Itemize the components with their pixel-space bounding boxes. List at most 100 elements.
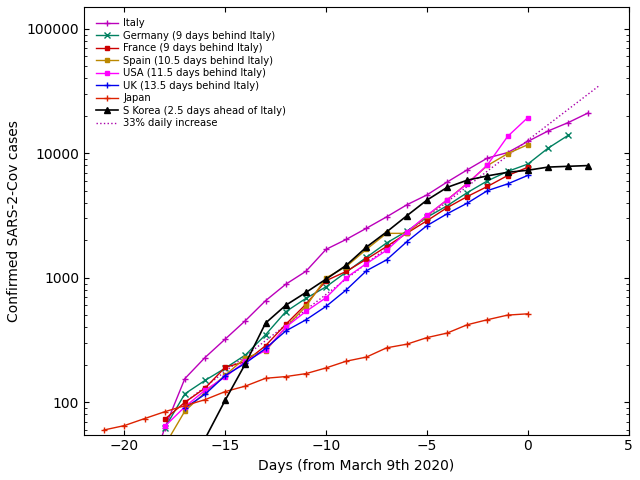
Italy <box>544 128 552 134</box>
Germany (9 days behind Italy) <box>241 352 249 358</box>
Japan <box>120 423 128 429</box>
France (9 days behind Italy) <box>161 417 168 422</box>
UK (13.5 days behind Italy) <box>342 287 350 293</box>
France (9 days behind Italy) <box>181 399 189 405</box>
USA (11.5 days behind Italy) <box>383 248 390 253</box>
Germany (9 days behind Italy) <box>444 203 451 209</box>
Line: 33% daily increase: 33% daily increase <box>185 86 598 402</box>
Italy <box>564 120 572 125</box>
France (9 days behind Italy) <box>241 359 249 365</box>
Spain (10.5 days behind Italy) <box>262 348 269 354</box>
Spain (10.5 days behind Italy) <box>221 372 229 378</box>
Line: UK (13.5 days behind Italy): UK (13.5 days behind Italy) <box>181 172 531 411</box>
Germany (9 days behind Italy) <box>201 377 209 383</box>
USA (11.5 days behind Italy) <box>423 213 431 218</box>
Germany (9 days behind Italy) <box>322 284 330 290</box>
Italy <box>262 298 269 303</box>
UK (13.5 days behind Italy) <box>201 391 209 397</box>
UK (13.5 days behind Italy) <box>504 181 511 187</box>
UK (13.5 days behind Italy) <box>363 268 371 274</box>
USA (11.5 days behind Italy) <box>201 387 209 393</box>
Line: Japan: Japan <box>101 311 531 432</box>
S Korea (2.5 days ahead of Italy) <box>363 244 371 250</box>
Line: Germany (9 days behind Italy): Germany (9 days behind Italy) <box>161 132 572 432</box>
France (9 days behind Italy) <box>282 322 289 327</box>
Italy <box>484 155 492 161</box>
33% daily increase <box>426 212 433 218</box>
Germany (9 days behind Italy) <box>221 365 229 371</box>
S Korea (2.5 days ahead of Italy) <box>423 197 431 203</box>
Italy <box>584 110 592 116</box>
Spain (10.5 days behind Italy) <box>524 142 532 147</box>
France (9 days behind Italy) <box>403 230 411 236</box>
Germany (9 days behind Italy) <box>463 190 471 195</box>
UK (13.5 days behind Italy) <box>262 346 269 351</box>
Spain (10.5 days behind Italy) <box>201 390 209 396</box>
Italy <box>403 202 411 208</box>
Italy <box>181 376 189 382</box>
Italy <box>221 336 229 342</box>
USA (11.5 days behind Italy) <box>463 181 471 187</box>
S Korea (2.5 days ahead of Italy) <box>444 184 451 190</box>
USA (11.5 days behind Italy) <box>282 324 289 330</box>
USA (11.5 days behind Italy) <box>363 261 371 266</box>
France (9 days behind Italy) <box>342 268 350 274</box>
Japan <box>322 365 330 371</box>
Italy <box>241 318 249 324</box>
Spain (10.5 days behind Italy) <box>282 324 289 330</box>
Spain (10.5 days behind Italy) <box>363 246 371 252</box>
Germany (9 days behind Italy) <box>504 168 511 174</box>
France (9 days behind Italy) <box>201 385 209 391</box>
Italy <box>161 425 168 431</box>
S Korea (2.5 days ahead of Italy) <box>544 164 552 170</box>
Italy <box>302 268 310 274</box>
Japan <box>282 374 289 380</box>
Germany (9 days behind Italy) <box>484 178 492 184</box>
Italy <box>322 246 330 252</box>
Spain (10.5 days behind Italy) <box>444 197 451 203</box>
S Korea (2.5 days ahead of Italy) <box>584 163 592 168</box>
Japan <box>221 389 229 395</box>
France (9 days behind Italy) <box>423 218 431 224</box>
Italy <box>282 281 289 287</box>
Japan <box>504 312 511 318</box>
Line: USA (11.5 days behind Italy): USA (11.5 days behind Italy) <box>163 116 530 429</box>
S Korea (2.5 days ahead of Italy) <box>201 436 209 442</box>
Italy <box>383 214 390 220</box>
S Korea (2.5 days ahead of Italy) <box>262 320 269 326</box>
Japan <box>241 383 249 389</box>
USA (11.5 days behind Italy) <box>161 423 168 429</box>
S Korea (2.5 days ahead of Italy) <box>524 168 532 173</box>
S Korea (2.5 days ahead of Italy) <box>322 276 330 282</box>
S Korea (2.5 days ahead of Italy) <box>282 302 289 308</box>
Germany (9 days behind Italy) <box>564 132 572 138</box>
Italy <box>423 192 431 198</box>
France (9 days behind Italy) <box>302 301 310 307</box>
Japan <box>161 409 168 415</box>
UK (13.5 days behind Italy) <box>302 317 310 323</box>
USA (11.5 days behind Italy) <box>241 359 249 364</box>
Line: Italy: Italy <box>121 109 592 480</box>
France (9 days behind Italy) <box>221 364 229 370</box>
Spain (10.5 days behind Italy) <box>181 408 189 414</box>
USA (11.5 days behind Italy) <box>322 295 330 300</box>
Italy <box>504 150 511 156</box>
Italy <box>363 226 371 231</box>
Germany (9 days behind Italy) <box>262 332 269 337</box>
Germany (9 days behind Italy) <box>383 240 390 246</box>
Japan <box>524 311 532 317</box>
Japan <box>262 375 269 381</box>
Spain (10.5 days behind Italy) <box>342 264 350 269</box>
Germany (9 days behind Italy) <box>181 391 189 396</box>
UK (13.5 days behind Italy) <box>221 372 229 378</box>
S Korea (2.5 days ahead of Italy) <box>403 213 411 219</box>
33% daily increase <box>428 211 435 217</box>
S Korea (2.5 days ahead of Italy) <box>342 263 350 268</box>
Spain (10.5 days behind Italy) <box>423 213 431 219</box>
UK (13.5 days behind Italy) <box>241 360 249 366</box>
UK (13.5 days behind Italy) <box>383 257 390 263</box>
USA (11.5 days behind Italy) <box>524 115 532 120</box>
Japan <box>403 341 411 347</box>
S Korea (2.5 days ahead of Italy) <box>302 289 310 295</box>
Japan <box>463 322 471 328</box>
